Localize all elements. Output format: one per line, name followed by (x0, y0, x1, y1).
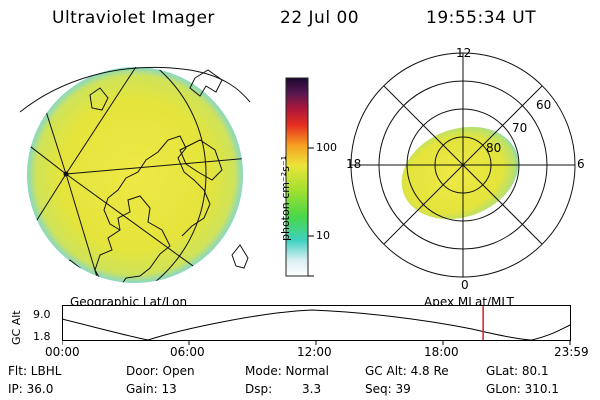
meridian-line (65, 67, 161, 175)
coastline-contour (94, 195, 171, 283)
meridian-line (27, 173, 67, 283)
date-label: 22 Jul 00 (280, 8, 360, 28)
colorbar-tick-label-10: 10 (316, 229, 330, 242)
timeline-frame (62, 305, 571, 341)
gain-status: Gain: 13 (126, 382, 177, 396)
pole-marker (63, 171, 69, 177)
mlt-label-12: 12 (456, 46, 472, 60)
instrument-title: Ultraviolet Imager (52, 8, 215, 28)
colorbar-gradient (285, 77, 309, 277)
glon-status: GLon: 310.1 (486, 382, 559, 396)
time-tick-0600: 06:00 (170, 345, 205, 359)
timeline-ymax: 9.0 (33, 308, 51, 321)
glat-status: GLat: 80.1 (486, 364, 549, 378)
gc-alt-status: GC Alt: 4.8 Re (365, 364, 449, 378)
coastline-contour (19, 66, 251, 113)
mlt-line-diagonal (383, 85, 543, 245)
latitude-circle (27, 67, 207, 283)
orbit-altitude-timeline (62, 305, 571, 345)
mlat-label-60: 60 (536, 98, 552, 112)
time-tick-1800: 18:00 (424, 345, 459, 359)
door-status: Door: Open (126, 364, 195, 378)
meridian-line (65, 173, 111, 283)
time-tick-1200: 12:00 (297, 345, 332, 359)
timeline-ymin: 1.8 (33, 330, 51, 343)
altitude-curve (62, 309, 571, 341)
colorbar (285, 77, 314, 277)
ip-status: IP: 36.0 (8, 382, 54, 396)
uv-image-disk (27, 67, 243, 283)
mlat-label-80: 80 (486, 141, 502, 155)
mode-status: Mode: Normal (245, 364, 329, 378)
filter-status: Flt: LBHL (8, 364, 62, 378)
geographic-image-panel (19, 66, 251, 283)
mlat-label-70: 70 (512, 121, 528, 135)
coastline-contour (89, 87, 109, 111)
time-tick-0000: 00:00 (45, 345, 80, 359)
auroral-image-projection (401, 126, 519, 220)
colorbar-tick-label-100: 100 (316, 141, 337, 154)
coastline-contour (189, 69, 223, 97)
mlt-label-6: 6 (577, 157, 585, 171)
meridian-line (65, 157, 243, 175)
mlt-label-18: 18 (346, 157, 362, 171)
time-label: 19:55:34 UT (426, 8, 537, 28)
meridian-line (27, 99, 67, 175)
time-tick-2359: 23:59 (554, 345, 589, 359)
mlat-mlt-polar-plot (350, 52, 576, 278)
timeline-ylabel: GC Alt (10, 310, 23, 345)
coastline-contour (231, 244, 249, 269)
coastline-contour (103, 135, 211, 237)
dsp-status-value: 3.3 (302, 382, 322, 396)
seq-status: Seq: 39 (365, 382, 411, 396)
dsp-status-label: Dsp: (245, 382, 273, 396)
mlt-label-0: 0 (461, 278, 469, 292)
